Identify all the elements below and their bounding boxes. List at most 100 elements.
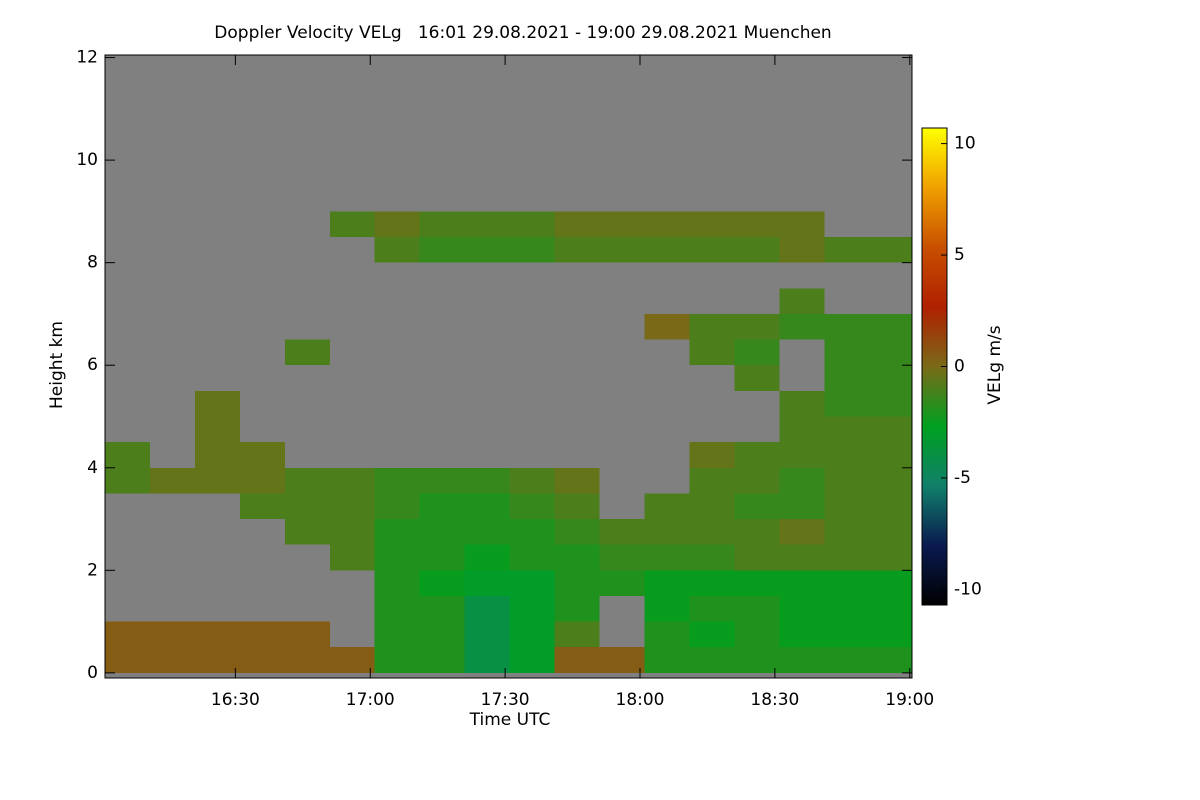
heatmap-cell (105, 647, 150, 673)
heatmap-cell (419, 211, 465, 238)
heatmap-cell (419, 519, 465, 545)
y-tick-label: 0 (87, 663, 98, 683)
heatmap-cell (554, 595, 600, 622)
heatmap-cell (689, 313, 735, 340)
heatmap-cell (824, 570, 870, 596)
heatmap-cell (689, 211, 735, 238)
heatmap-cell (464, 211, 510, 238)
y-tick-label: 8 (87, 253, 98, 273)
heatmap-cell (239, 442, 285, 468)
heatmap-cell (194, 442, 240, 468)
heatmap-cell (194, 621, 240, 648)
heatmap-cell (599, 211, 645, 238)
heatmap-cell (734, 339, 780, 366)
heatmap-cell (329, 493, 375, 520)
x-axis-label: Time UTC (469, 710, 551, 730)
heatmap-cell (284, 467, 330, 494)
heatmap-cell (869, 595, 912, 622)
heatmap-cell (419, 621, 465, 648)
heatmap-cell (734, 544, 780, 571)
heatmap-cell (194, 647, 240, 673)
heatmap-cell (644, 544, 690, 571)
heatmap-cell (374, 519, 420, 545)
heatmap-cell (509, 211, 555, 238)
heatmap-cell (599, 237, 645, 263)
heatmap-cell (689, 442, 735, 468)
colorbar-label: VELg m/s (985, 325, 1005, 404)
heatmap-cell (464, 595, 510, 622)
heatmap-cell (779, 467, 825, 494)
heatmap-cell (464, 621, 510, 648)
heatmap-cell (374, 211, 420, 238)
heatmap-cell (779, 211, 825, 238)
chart-title: Doppler Velocity VELg 16:01 29.08.2021 -… (214, 23, 831, 43)
heatmap-cell (824, 647, 870, 673)
heatmap-cell (824, 544, 870, 571)
heatmap-cell (509, 493, 555, 520)
x-tick-label: 19:00 (885, 690, 934, 710)
heatmap-cell (419, 595, 465, 622)
heatmap-cell (644, 211, 690, 238)
heatmap-cell (374, 544, 420, 571)
heatmap-cell (284, 493, 330, 520)
heatmap-cell (644, 621, 690, 648)
heatmap-cell (779, 237, 825, 263)
heatmap-cell (329, 211, 375, 238)
heatmap-cell (374, 647, 420, 673)
heatmap-cell (644, 493, 690, 520)
heatmap-cell (869, 570, 912, 596)
heatmap-cell (644, 570, 690, 596)
heatmap-cell (869, 390, 912, 417)
heatmap-cell (824, 390, 870, 417)
heatmap-cell (869, 442, 912, 468)
heatmap-cell (779, 416, 825, 443)
heatmap-cell (554, 544, 600, 571)
heatmap-cell (554, 467, 600, 494)
heatmap-cell (105, 467, 150, 494)
heatmap-cell (464, 570, 510, 596)
heatmap-cell (419, 467, 465, 494)
heatmap-cell (734, 365, 780, 391)
y-tick-label: 10 (76, 150, 98, 170)
heatmap-cell (329, 519, 375, 545)
heatmap-cell (509, 544, 555, 571)
heatmap-cell (734, 442, 780, 468)
heatmap-cell (869, 237, 912, 263)
heatmap-cell (869, 519, 912, 545)
y-axis-label: Height km (47, 321, 67, 409)
heatmap-cell (509, 595, 555, 622)
heatmap-cell (824, 416, 870, 443)
heatmap-cell (824, 493, 870, 520)
heatmap-cell (464, 544, 510, 571)
heatmap-cell (644, 595, 690, 622)
heatmap-cell (734, 595, 780, 622)
heatmap-cell (599, 519, 645, 545)
heatmap-cell (779, 621, 825, 648)
heatmap-cell (329, 647, 375, 673)
x-tick-label: 16:30 (211, 690, 260, 710)
heatmap-cell (734, 647, 780, 673)
heatmap-cell (149, 647, 195, 673)
colorbar-tick-label: 0 (954, 357, 965, 377)
heatmap-cell (824, 595, 870, 622)
heatmap-cell (824, 365, 870, 391)
heatmap-cell (329, 467, 375, 494)
heatmap-cell (824, 621, 870, 648)
heatmap-cell (869, 544, 912, 571)
heatmap-cell (689, 519, 735, 545)
heatmap-cell (419, 237, 465, 263)
heatmap-cell (284, 339, 330, 366)
y-tick-label: 12 (76, 48, 98, 68)
heatmap-cell (105, 621, 150, 648)
heatmap-cell (869, 647, 912, 673)
heatmap-cell (464, 237, 510, 263)
heatmap-cell (779, 313, 825, 340)
heatmap-cell (734, 237, 780, 263)
heatmap-cell (419, 544, 465, 571)
x-tick-label: 18:00 (616, 690, 665, 710)
heatmap-cell (509, 237, 555, 263)
heatmap-cell (374, 621, 420, 648)
heatmap-cell (644, 647, 690, 673)
heatmap-cell (149, 621, 195, 648)
